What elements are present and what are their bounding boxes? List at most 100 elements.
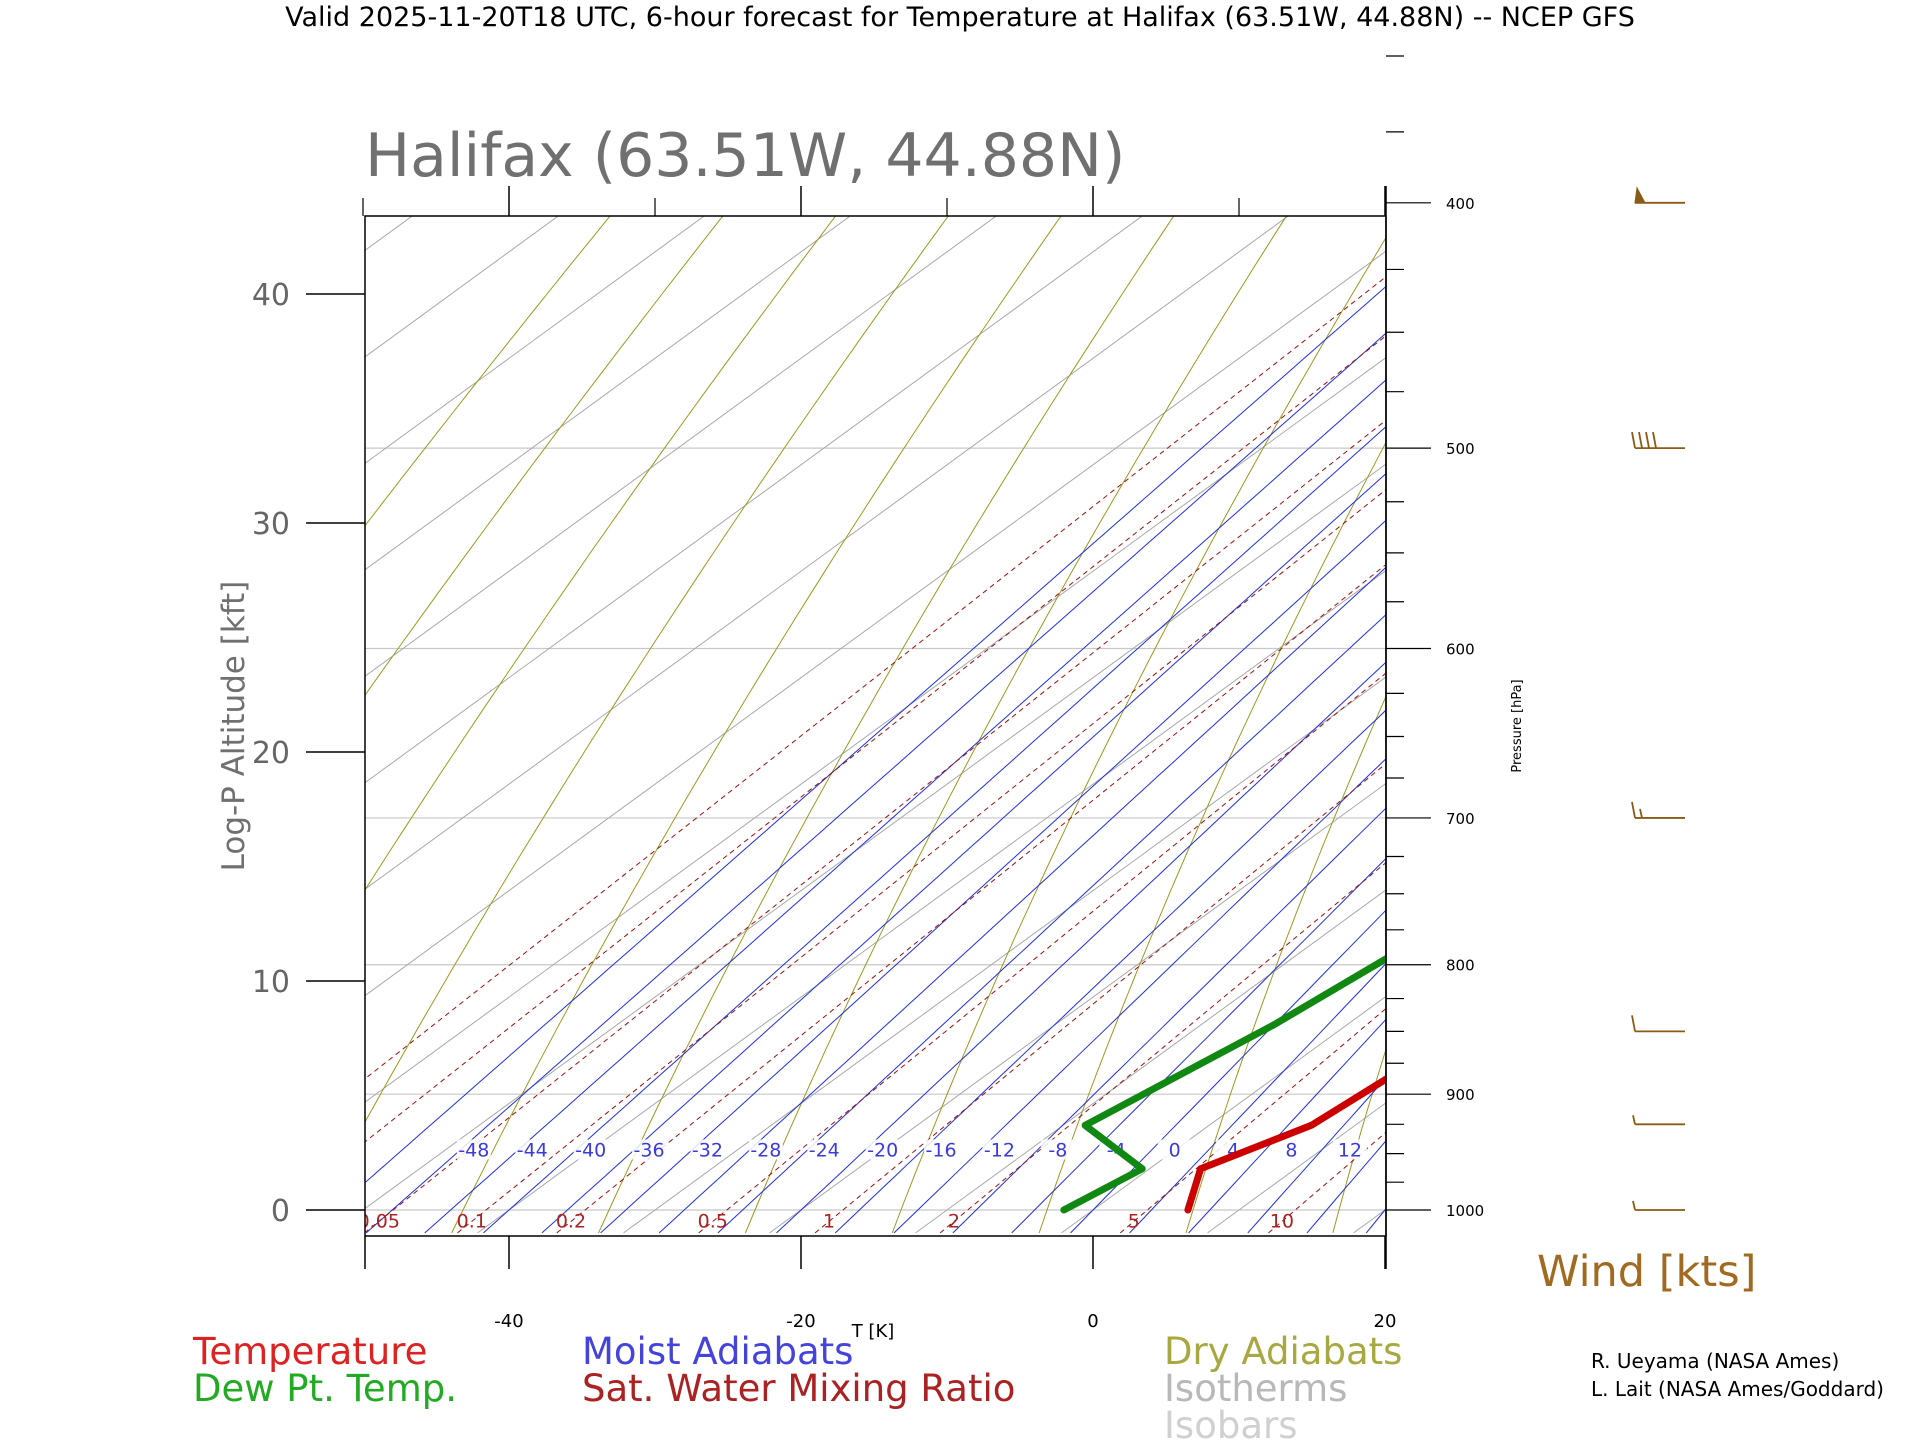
moist-adiabat-line <box>425 180 1612 1233</box>
mixing-ratio-label: 0.2 <box>556 1210 586 1232</box>
moist-adiabat-label: 8 <box>1285 1139 1297 1161</box>
moist-adiabat-label: -8 <box>1048 1139 1067 1161</box>
moist-adiabat-label: -28 <box>750 1139 781 1161</box>
moist-adiabat-line <box>308 180 1508 1233</box>
moist-adiabat-label: -32 <box>692 1139 723 1161</box>
dry-adiabat-line <box>305 180 975 1233</box>
dry-adiabat-line <box>1627 180 1920 1233</box>
moist-adiabat-line <box>1248 180 1920 1233</box>
wind-barb-full <box>1632 1015 1635 1031</box>
moist-adiabat-line <box>1012 180 1920 1233</box>
wind-barb-half <box>1633 1201 1635 1210</box>
moist-adiabat-line <box>1307 180 1920 1233</box>
dry-adiabat-line <box>1186 180 1645 1233</box>
mixing-ratio-line <box>815 180 1920 1233</box>
moist-adiabat-line <box>659 180 1809 1233</box>
mixing-ratio-line <box>1428 180 1920 1233</box>
y-tick-label: 40 <box>252 278 290 313</box>
dewpoint-profile <box>1064 225 1920 1210</box>
dry-adiabat-line <box>11 180 751 1233</box>
pressure-tick-label: 900 <box>1446 1086 1475 1104</box>
moist-adiabat-label: -48 <box>458 1139 489 1161</box>
moist-adiabat-label: -16 <box>926 1139 957 1161</box>
isotherm-line <box>1500 180 1920 1233</box>
isotherm-line <box>40 180 1485 1233</box>
wind-barb-half <box>1640 809 1642 818</box>
mixing-ratio-line <box>1597 180 1920 1233</box>
x-tick-label: 20 <box>1374 1311 1397 1332</box>
mixing-ratio-label: 0.1 <box>457 1210 487 1232</box>
dry-adiabat-line <box>0 180 640 1233</box>
isotherm-line <box>332 180 1777 1233</box>
wind-barb-full <box>1632 802 1635 818</box>
moist-adiabat-line <box>953 180 1920 1233</box>
moist-adiabat-line <box>542 180 1713 1233</box>
legend-dewpoint: Dew Pt. Temp. <box>193 1367 457 1410</box>
moist-adiabat-label: -12 <box>984 1139 1015 1161</box>
mixing-ratio-label: 2 <box>948 1210 960 1232</box>
moist-adiabat-label: 0 <box>1169 1139 1181 1161</box>
y-tick-label: 0 <box>271 1194 290 1229</box>
y-axis-label: Log-P Altitude [kft] <box>216 581 252 872</box>
pressure-axis-label: Pressure [hPa] <box>1510 679 1525 772</box>
moist-adiabat-label: 12 <box>1338 1139 1362 1161</box>
moist-adiabat-line <box>777 180 1902 1233</box>
wind-barb-full <box>1653 432 1656 448</box>
wind-barb-full <box>1632 432 1635 448</box>
credit-lait: L. Lait (NASA Ames/Goddard) <box>1591 1377 1884 1401</box>
mixing-ratio-line <box>557 180 1866 1233</box>
wind-barb-full <box>1639 432 1642 448</box>
isotherm-line <box>0 180 1338 1233</box>
wind-label: Wind [kts] <box>1537 1247 1756 1297</box>
isotherm-line <box>624 180 1920 1233</box>
pressure-tick-label: 700 <box>1446 810 1475 828</box>
moist-adiabat-line <box>1071 180 1920 1233</box>
mixing-ratio-label: 1 <box>823 1210 835 1232</box>
dry-adiabat-line <box>452 180 1087 1233</box>
isotherm-line <box>916 180 1920 1233</box>
mixing-ratio-line <box>940 180 1920 1233</box>
dry-adiabat-line <box>1480 180 1868 1233</box>
mixing-ratio-label: 5 <box>1128 1210 1140 1232</box>
moist-adiabat-line <box>1366 180 1920 1233</box>
mixing-ratio-line <box>364 180 1689 1233</box>
pressure-tick-label: 600 <box>1446 641 1475 659</box>
isotherm-line <box>478 180 1920 1233</box>
credit-ueyama: R. Ueyama (NASA Ames) <box>1591 1349 1839 1373</box>
mixing-ratio-label: 0.05 <box>358 1210 400 1232</box>
mixing-ratio-line <box>458 180 1776 1233</box>
x-axis-label: T [K] <box>851 1321 895 1342</box>
mixing-ratio-label: 0.5 <box>698 1210 728 1232</box>
mixing-ratio-line <box>1269 180 1920 1233</box>
isotherm-line <box>1354 180 1920 1233</box>
pressure-tick-label: 500 <box>1446 440 1475 458</box>
moist-adiabat-line <box>1426 180 1920 1233</box>
isotherm-line <box>1062 180 1920 1233</box>
legend-mixing-ratio: Sat. Water Mixing Ratio <box>582 1367 1015 1410</box>
dry-adiabat-line <box>1774 180 1920 1233</box>
legend-isobars: Isobars <box>1164 1404 1297 1447</box>
moist-adiabat-line <box>366 180 1560 1233</box>
isotherm-line <box>0 180 170 1233</box>
moist-adiabat-label: -24 <box>809 1139 840 1161</box>
profile-lines <box>1064 225 1920 1210</box>
dry-adiabat-line <box>892 180 1421 1233</box>
dry-adiabat-line <box>158 180 863 1233</box>
moist-adiabat-label: -40 <box>575 1139 606 1161</box>
dry-adiabat-line <box>1333 180 1757 1233</box>
moist-adiabat-label: -20 <box>867 1139 898 1161</box>
moist-adiabat-line <box>483 180 1662 1233</box>
y-tick-label: 10 <box>252 965 290 1000</box>
moist-adiabat-label: -44 <box>517 1139 548 1161</box>
chart-title: Halifax (63.51W, 44.88N) <box>365 121 1125 191</box>
wind-barb-pennant <box>1635 188 1645 203</box>
y-tick-label: 30 <box>252 507 290 542</box>
temperature-profile <box>1188 225 1920 1210</box>
pressure-tick-label: 800 <box>1446 957 1475 975</box>
isotherm-line <box>0 180 754 1233</box>
moist-adiabat-line <box>1189 180 1920 1233</box>
pressure-tick-label: 1000 <box>1446 1202 1484 1220</box>
y-tick-label: 20 <box>252 736 290 771</box>
x-tick-label: -40 <box>494 1311 523 1332</box>
